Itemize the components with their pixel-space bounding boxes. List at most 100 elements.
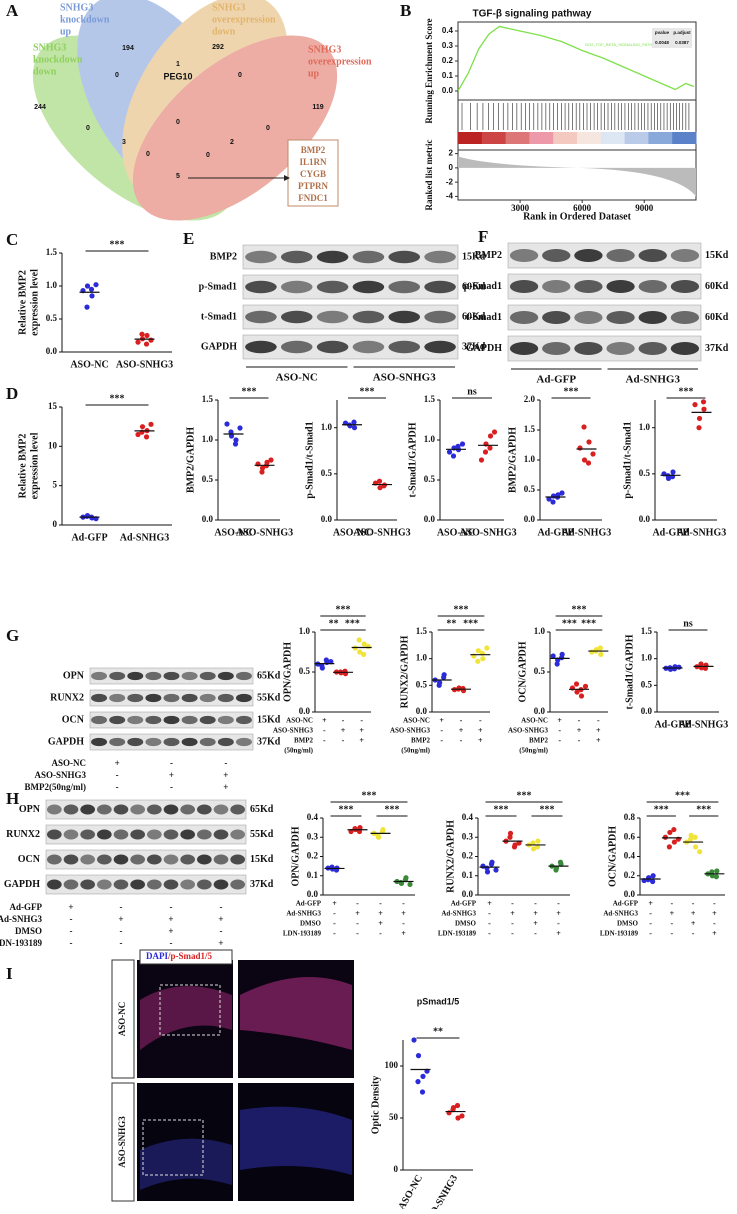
enrichment-curve — [457, 25, 695, 92]
point — [553, 867, 559, 873]
sig-label: ns — [467, 386, 477, 397]
band — [316, 280, 349, 294]
condition-mark: - — [488, 909, 491, 918]
band — [199, 737, 216, 747]
band — [197, 829, 212, 840]
point — [671, 839, 677, 845]
blot-strip — [242, 304, 459, 330]
band — [180, 854, 196, 865]
band — [213, 829, 229, 840]
y-tick-label: 0.0 — [299, 706, 311, 716]
protein-label: p-Smad1 — [464, 281, 502, 292]
size-label: 37Kd — [257, 736, 281, 747]
band — [509, 249, 539, 262]
point — [323, 657, 329, 663]
y-tick-label: 0.0 — [534, 706, 546, 716]
band — [424, 340, 456, 354]
point — [581, 424, 587, 430]
y-tick-label: 0.5 — [416, 679, 428, 689]
point — [662, 834, 668, 840]
condition-label: ASO-SNHG3 — [508, 727, 549, 735]
band — [542, 249, 571, 262]
point — [582, 683, 589, 690]
y-tick-label: 1.0 — [641, 653, 653, 663]
band — [316, 340, 349, 354]
band — [217, 737, 234, 747]
x-tick-label: ASO-NC — [70, 359, 108, 370]
size-label: 55Kd — [257, 692, 281, 703]
condition-label: ASO-SNHG3 — [390, 727, 431, 735]
y-tick-label: 50 — [389, 1112, 399, 1122]
protein-label: OPN — [63, 670, 85, 681]
condition-label: DMSO — [617, 920, 639, 928]
condition-mark: + — [557, 716, 562, 725]
y-tick-label: 0.8 — [624, 812, 636, 822]
rank-band — [529, 132, 554, 144]
x-tick-label: ASO-NC — [214, 527, 252, 538]
size-label: 60Kd — [705, 281, 729, 292]
stain-box — [139, 949, 233, 965]
sig-label: *** — [110, 393, 125, 404]
band — [97, 854, 112, 865]
point — [415, 1079, 421, 1085]
band — [670, 280, 700, 293]
y-tick-label: 0.0 — [307, 889, 319, 899]
protein-label: GAPDH — [48, 736, 84, 747]
point — [233, 437, 239, 443]
band — [670, 311, 700, 324]
condition-label: ASO-NC — [51, 758, 86, 768]
condition-mark: + — [596, 736, 601, 745]
x-tick-label: 3000 — [511, 203, 530, 213]
x-tick-label: Ad-GFP — [71, 532, 107, 543]
count: 119 — [312, 104, 323, 111]
set-label: SNHG3 — [60, 2, 93, 13]
set-label: up — [308, 68, 320, 79]
band — [145, 693, 162, 703]
panel-letter: E — [183, 229, 194, 248]
band — [130, 854, 146, 865]
point — [581, 457, 588, 463]
condition-mark: - — [170, 782, 173, 792]
x-tick-label: ASO-SNHG3 — [236, 527, 293, 538]
band — [47, 804, 62, 815]
panel-letter: G — [6, 626, 19, 645]
point — [714, 868, 720, 874]
blot-strip — [45, 849, 247, 870]
x-tick-label: Ad-SNHG3 — [679, 719, 728, 730]
band — [213, 879, 229, 890]
band — [97, 804, 112, 815]
y-axis-title: Relative BMP2 — [17, 434, 28, 499]
point — [441, 674, 447, 680]
point — [487, 433, 494, 439]
point — [407, 881, 413, 888]
band — [91, 693, 108, 703]
condition-mark: - — [488, 919, 491, 928]
size-label: 37Kd — [462, 341, 486, 352]
y-tick-label: 1.5 — [202, 394, 214, 404]
condition-mark: + — [648, 899, 653, 908]
x-tick-label: Ad-GFP — [652, 527, 688, 538]
condition-mark: + — [691, 909, 696, 918]
y-tick-label: 0.0 — [321, 514, 333, 524]
band — [47, 829, 62, 840]
point — [415, 1053, 422, 1059]
y-tick-label: 0.0 — [424, 514, 436, 524]
condition-mark: - — [220, 902, 223, 912]
set-label: overexpression — [308, 56, 372, 67]
point — [546, 496, 552, 502]
set-label: SNHG3 — [308, 44, 341, 55]
band — [542, 280, 571, 293]
panel-letter: H — [6, 789, 19, 808]
point — [402, 877, 409, 883]
point — [650, 873, 656, 879]
set-label: down — [33, 66, 57, 77]
condition-label: BMP2 — [411, 737, 431, 745]
band — [352, 310, 385, 324]
size-label: 15Kd — [257, 714, 281, 725]
band — [181, 693, 198, 703]
band — [424, 250, 456, 264]
y-tick-label: 0 — [449, 163, 454, 172]
band — [316, 250, 349, 264]
y-axis-title: expression level — [29, 432, 40, 499]
condition-mark: - — [120, 926, 123, 936]
